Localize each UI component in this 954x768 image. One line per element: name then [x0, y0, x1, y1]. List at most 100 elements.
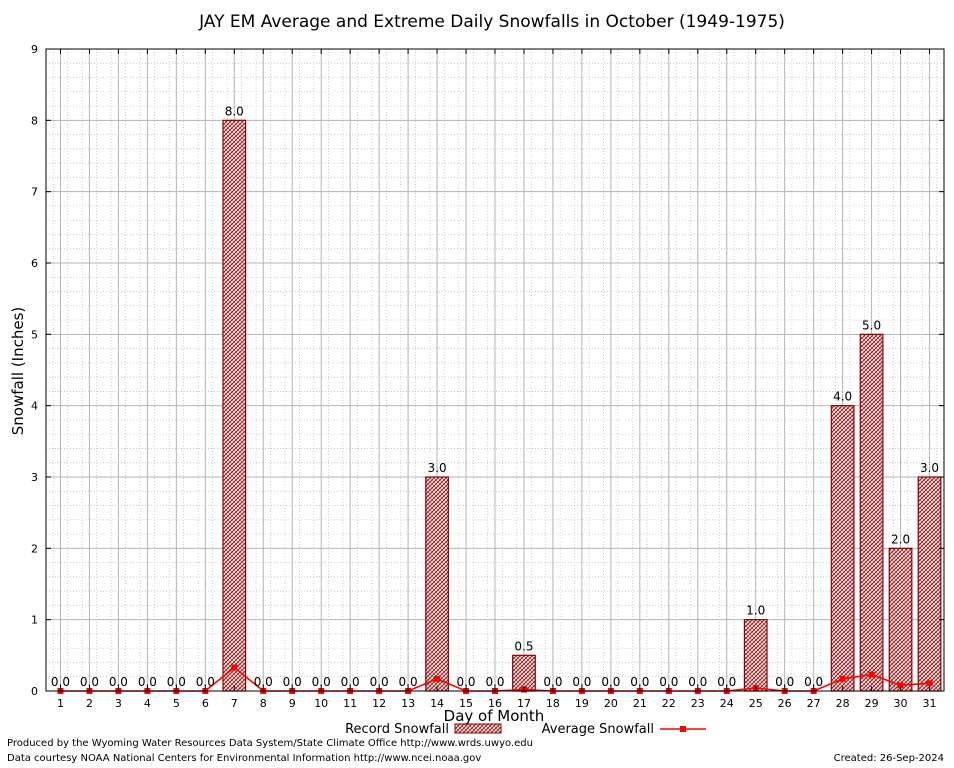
x-tick-label: 19 — [575, 697, 589, 710]
bar-value-label: 0.0 — [138, 675, 157, 689]
y-tick-label: 2 — [31, 542, 38, 555]
bar-value-label: 1.0 — [746, 604, 765, 618]
x-tick-label: 9 — [289, 697, 296, 710]
x-tick-label: 20 — [604, 697, 618, 710]
x-tick-label: 18 — [546, 697, 560, 710]
x-tick-label: 4 — [144, 697, 151, 710]
grid — [46, 48, 944, 692]
legend-record-swatch — [454, 723, 502, 734]
record-bar-day-31 — [917, 476, 942, 692]
bar-value-label: 0.0 — [456, 675, 475, 689]
y-tick-label: 0 — [31, 685, 38, 698]
average-point-day-7 — [231, 664, 238, 671]
x-tick-label: 5 — [173, 697, 180, 710]
x-tick-label: 13 — [401, 697, 415, 710]
bar-value-label: 4.0 — [833, 390, 852, 404]
bar-value-label: 0.0 — [254, 675, 273, 689]
y-tick-label: 3 — [31, 471, 38, 484]
x-tick-label: 29 — [865, 697, 879, 710]
record-bar-day-25 — [743, 619, 768, 692]
average-point-day-31 — [926, 680, 933, 687]
x-tick-label: 14 — [430, 697, 444, 710]
y-tick-label: 4 — [31, 400, 38, 413]
bar-value-label: 0.0 — [196, 675, 215, 689]
average-point-day-14 — [434, 675, 441, 682]
y-tick-label: 7 — [31, 186, 38, 199]
footer-data-courtesy: Data courtesy NOAA National Centers for … — [7, 753, 482, 764]
x-tick-label: 16 — [488, 697, 502, 710]
bar-value-label: 0.0 — [109, 675, 128, 689]
record-bar-day-29 — [859, 333, 884, 692]
legend: Record Snowfall Average Snowfall — [345, 722, 706, 737]
x-tick-label: 1 — [57, 697, 64, 710]
y-tick-label: 1 — [31, 614, 38, 627]
footer-produced-by: Produced by the Wyoming Water Resources … — [7, 738, 533, 749]
average-point-day-30 — [897, 682, 904, 689]
bar-value-label: 2.0 — [891, 532, 910, 546]
bar-value-label: 0.0 — [399, 675, 418, 689]
y-tick-label: 8 — [31, 114, 38, 127]
x-tick-label: 3 — [115, 697, 122, 710]
x-tick-label: 12 — [372, 697, 386, 710]
bar-value-label: 0.0 — [370, 675, 389, 689]
bar-value-label: 0.0 — [80, 675, 99, 689]
bars — [222, 119, 942, 692]
bar-value-label: 0.5 — [514, 639, 533, 653]
y-axis-label: Snowfall (Inches) — [9, 307, 27, 435]
footer-created-date: Created: 26-Sep-2024 — [833, 753, 944, 764]
x-tick-label: 6 — [202, 697, 209, 710]
x-tick-label: 27 — [807, 697, 821, 710]
x-tick-label: 31 — [923, 697, 937, 710]
bar-value-label: 0.0 — [485, 675, 504, 689]
x-tick-label: 23 — [691, 697, 705, 710]
bar-value-label: 0.0 — [51, 675, 70, 689]
bar-value-label: 0.0 — [804, 675, 823, 689]
y-tick-label: 5 — [31, 328, 38, 341]
x-tick-label: 22 — [662, 697, 676, 710]
bar-value-label: 0.0 — [312, 675, 331, 689]
x-tick-label: 2 — [86, 697, 93, 710]
record-bar-day-28 — [830, 405, 855, 692]
x-axis-label: Day of Month — [444, 707, 545, 725]
bar-value-label: 0.0 — [775, 675, 794, 689]
average-point-day-28 — [839, 675, 846, 682]
record-bar-day-17 — [512, 654, 536, 692]
bar-value-label: 0.0 — [717, 675, 736, 689]
x-tick-label: 24 — [720, 697, 734, 710]
x-tick-label: 21 — [633, 697, 647, 710]
y-tick-label: 6 — [31, 257, 38, 270]
x-tick-label: 28 — [836, 697, 850, 710]
bar-value-label: 3.0 — [920, 461, 939, 475]
bar-value-label: 0.0 — [601, 675, 620, 689]
bar-value-labels: 0.0 0.0 0.0 0.0 0.0 0.0 8.0 0.0 0.0 0.0 0.0 0.0 0.0 3… — [51, 104, 939, 689]
bar-value-label: 0.0 — [341, 675, 360, 689]
x-tick-label: 15 — [459, 697, 473, 710]
record-bar-day-7 — [222, 119, 247, 692]
x-tick-label: 7 — [231, 697, 238, 710]
legend-average-label: Average Snowfall — [542, 722, 654, 737]
x-tick-label: 25 — [749, 697, 763, 710]
bar-value-label: 0.0 — [630, 675, 649, 689]
bar-value-label: 0.0 — [659, 675, 678, 689]
bar-value-label: 0.0 — [543, 675, 562, 689]
x-tick-label: 26 — [778, 697, 792, 710]
y-tick-label: 9 — [31, 43, 38, 56]
x-tick-label: 10 — [314, 697, 328, 710]
x-tick-label: 30 — [894, 697, 908, 710]
legend-average-marker — [680, 726, 686, 732]
bar-value-label: 8.0 — [225, 104, 244, 118]
legend-record-label: Record Snowfall — [345, 722, 449, 737]
record-bar-day-30 — [888, 547, 913, 692]
x-tick-label: 17 — [517, 697, 531, 710]
x-tick-label: 11 — [343, 697, 357, 710]
chart-title: JAY EM Average and Extreme Daily Snowfal… — [198, 12, 785, 32]
bar-value-label: 0.0 — [283, 675, 302, 689]
x-tick-label: 8 — [260, 697, 267, 710]
record-bar-day-14 — [425, 476, 449, 692]
bar-value-label: 5.0 — [862, 318, 881, 332]
bar-value-label: 0.0 — [572, 675, 591, 689]
bar-value-label: 0.0 — [167, 675, 186, 689]
average-point-day-29 — [868, 671, 875, 678]
